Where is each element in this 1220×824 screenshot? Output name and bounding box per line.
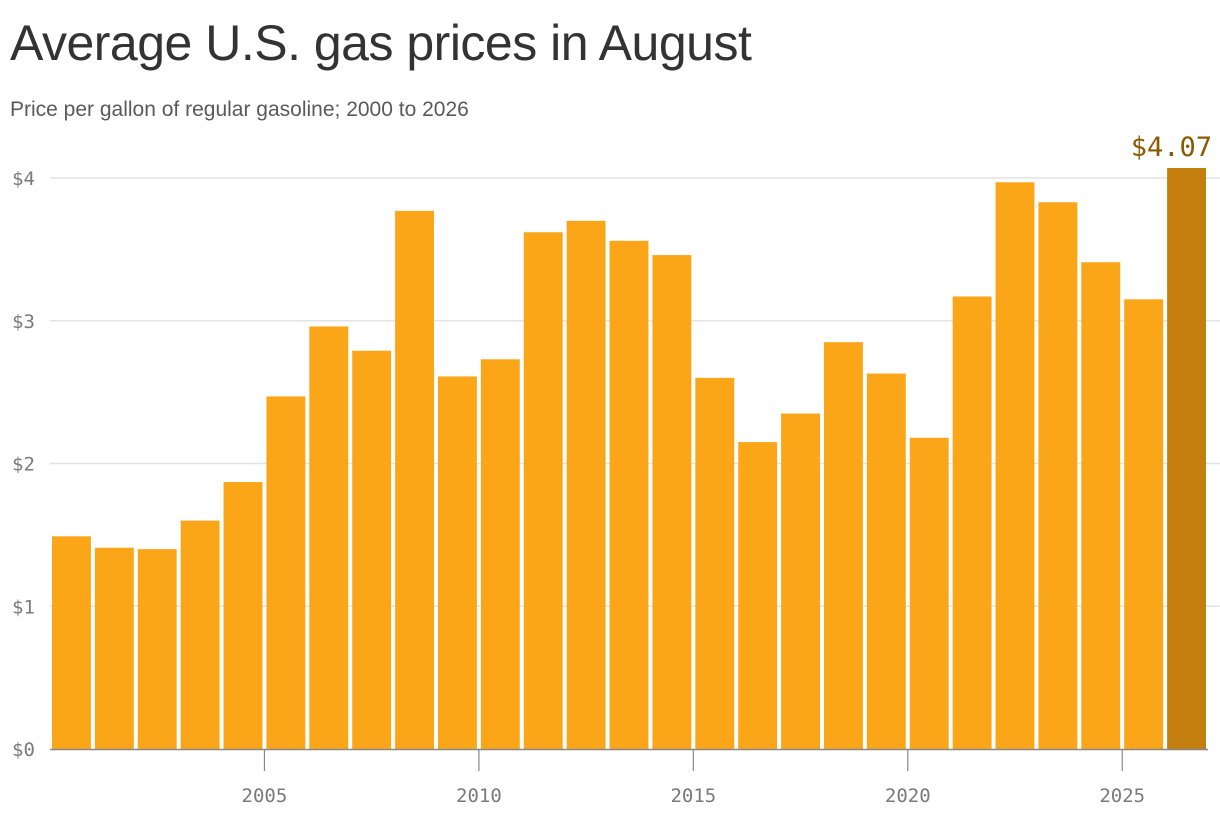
axes (50, 748, 1208, 771)
bar-2020 (909, 437, 949, 749)
y-tick-label: $3 (12, 311, 35, 333)
bar-2024 (1081, 262, 1121, 749)
bar-2001 (94, 547, 134, 749)
labels: $0 $1 $2 $3 $4 2005 2010 2015 2020 2025 $4.07 (12, 132, 1212, 807)
bar-2002 (137, 549, 177, 749)
bar-2025 (1124, 299, 1164, 749)
bar-2003 (180, 520, 220, 749)
bar-2009 (438, 376, 477, 749)
x-tick-label: 2025 (1099, 785, 1145, 807)
bar-2012 (566, 220, 606, 749)
bar-2007 (352, 350, 392, 749)
bar-2017 (781, 413, 820, 749)
bar-2018 (824, 342, 863, 749)
y-tick-label: $0 (12, 739, 35, 761)
bar-2010 (480, 359, 520, 749)
bar-2016 (738, 442, 778, 749)
bar-2019 (866, 373, 906, 749)
bar-2021 (952, 296, 992, 749)
bar-2014 (652, 255, 692, 749)
bar-2013 (609, 240, 649, 749)
x-tick-label: 2015 (670, 785, 716, 807)
x-tick-label: 2005 (242, 785, 288, 807)
bar-2008 (395, 210, 434, 749)
bar-2023 (1038, 202, 1078, 749)
bar-2015 (695, 377, 735, 749)
chart-subtitle: Price per gallon of regular gasoline; 20… (10, 98, 469, 121)
chart-title: Average U.S. gas prices in August (10, 15, 752, 71)
x-tick-label: 2010 (456, 785, 502, 807)
bar-2011 (523, 232, 563, 749)
highlight-value-label: $4.07 (1131, 132, 1212, 163)
bar-2004 (223, 482, 263, 749)
bars (52, 168, 1206, 750)
x-tick-label: 2020 (885, 785, 931, 807)
bar-2006 (309, 326, 349, 749)
bar-2026 (1167, 168, 1206, 749)
bar-2000 (52, 536, 91, 749)
y-tick-label: $1 (12, 596, 35, 618)
bar-2022 (995, 182, 1035, 750)
y-tick-label: $2 (12, 454, 35, 476)
bar-2005 (266, 396, 306, 749)
y-tick-label: $4 (12, 168, 35, 190)
